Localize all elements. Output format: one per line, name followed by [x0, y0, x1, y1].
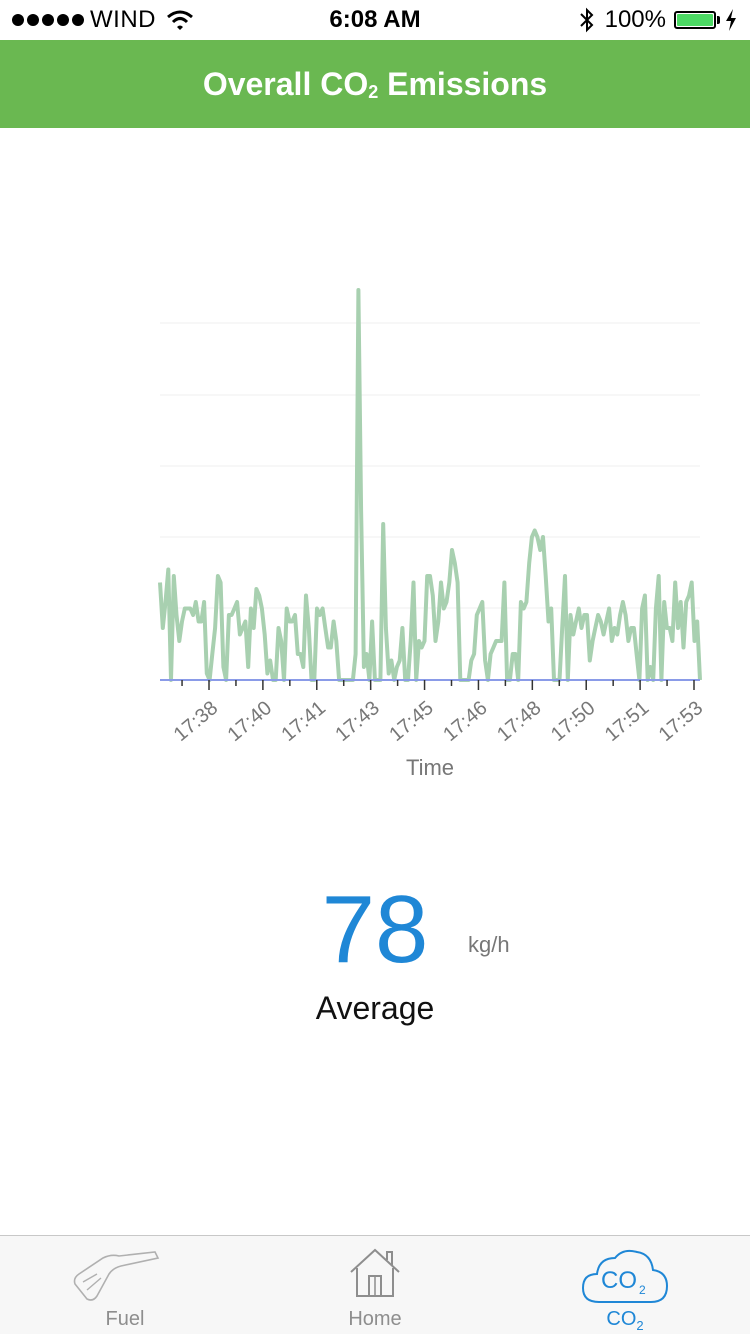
house-icon [350, 1248, 400, 1297]
page-title-prefix: Overall CO [202, 65, 369, 102]
charging-bolt-icon [726, 9, 736, 31]
average-label: Average [315, 990, 435, 1026]
chart-x-tick-label: 17:53 [655, 697, 707, 746]
chart-x-tick-label: 17:46 [439, 697, 491, 746]
chart-x-tick-label: 17:38 [170, 697, 222, 746]
tab-home-label: Home [348, 1308, 402, 1330]
tab-co2[interactable]: CO 2 CO2 [500, 1236, 750, 1335]
signal-strength-icon [12, 14, 84, 26]
carrier-name: WIND [90, 6, 156, 33]
wifi-icon [167, 10, 193, 30]
page-title: Overall CO2 Emissions [203, 66, 547, 103]
tab-co2-label-main: CO [606, 1308, 637, 1330]
chart-x-tick-label: 17:51 [601, 697, 653, 746]
nav-header: Overall CO2 Emissions [0, 40, 750, 128]
chart-x-tick-label: 17:48 [493, 697, 545, 746]
page-title-suffix: Emissions [378, 65, 548, 102]
tab-co2-label-sub: 2 [636, 1318, 644, 1333]
chart-series-line [158, 288, 702, 682]
page-title-subscript: 2 [368, 81, 379, 102]
battery-icon [674, 11, 716, 29]
tab-bar: Fuel Home CO 2 CO2 [0, 1235, 750, 1334]
status-right: 100% [579, 6, 738, 34]
tab-home[interactable]: Home [250, 1236, 500, 1335]
average-unit: kg/h [468, 932, 510, 957]
chart-x-tick-label: 17:41 [278, 697, 330, 746]
tab-fuel-label: Fuel [105, 1308, 145, 1330]
chart-x-tick-label: 17:40 [224, 697, 276, 746]
co2-icon-text: CO [601, 1267, 637, 1294]
chart-x-tick-label: 17:43 [331, 697, 383, 746]
co2-icon-subscript: 2 [639, 1283, 646, 1297]
bluetooth-icon [579, 7, 594, 33]
chart-x-tick-label: 17:45 [385, 697, 437, 746]
tab-fuel[interactable]: Fuel [0, 1236, 250, 1335]
average-value: 78 [321, 876, 429, 983]
chart-x-tick-label: 17:50 [547, 697, 599, 746]
emissions-line-chart: 17:38 17:40 17:41 17:43 17:45 17:46 17:48 17:50… [158, 288, 707, 780]
status-left: WIND [12, 6, 194, 34]
chart-x-axis-title: Time [406, 755, 454, 780]
status-time: 6:08 AM [329, 6, 421, 33]
status-bar: WIND 6:08 AM 100% [0, 0, 750, 40]
co2-cloud-icon: CO 2 [581, 1249, 669, 1303]
battery-percent: 100% [604, 6, 666, 33]
emissions-chart: 17:38 17:40 17:41 17:43 17:45 17:46 17:48 17:50… [0, 128, 750, 828]
fuel-nozzle-icon [73, 1251, 159, 1301]
battery-tip [717, 16, 720, 24]
tab-co2-label: CO2 [500, 1308, 750, 1333]
